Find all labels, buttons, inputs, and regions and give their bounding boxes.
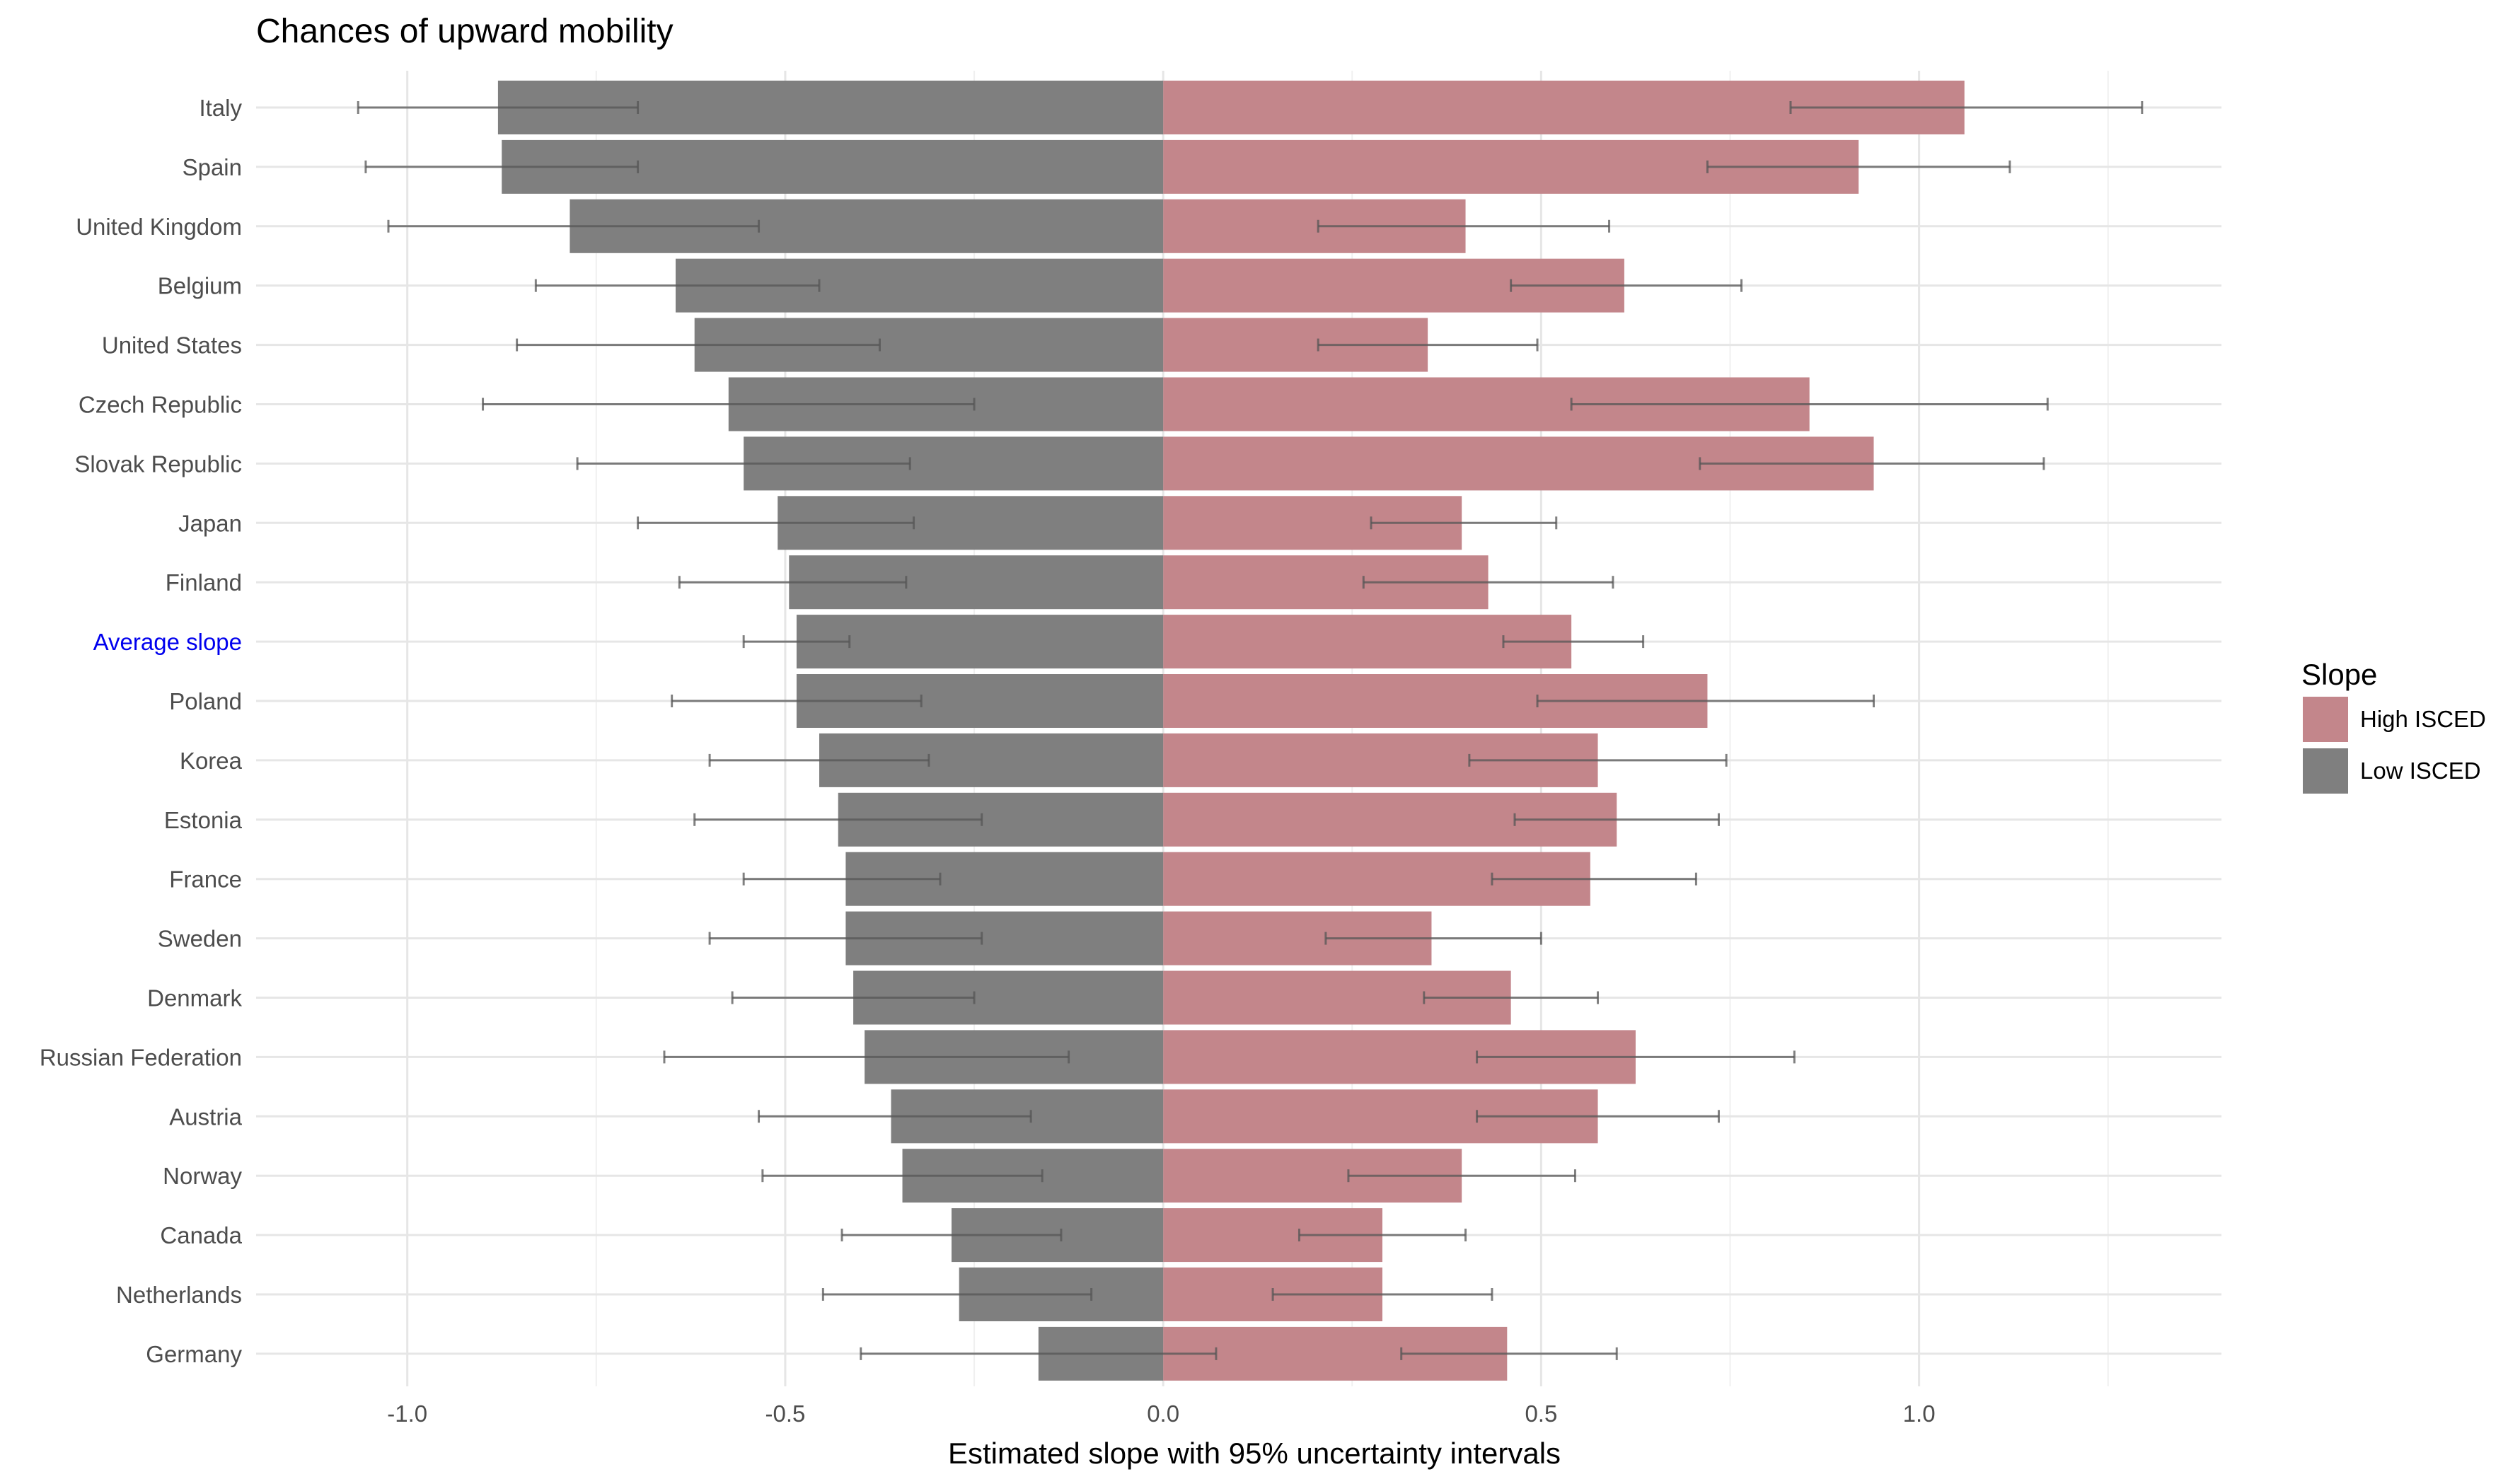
legend-title: Slope [2301,658,2377,691]
category-label-average-slope: Average slope [93,629,242,655]
error-bar-high-isced-united-kingdom [1317,219,1611,233]
error-bar-high-isced-denmark [1423,991,1600,1004]
error-bar-low-isced-belgium [534,279,821,292]
category-label-slovak-republic: Slovak Republic [74,451,242,477]
x-tick-label: -1.0 [387,1400,427,1427]
x-tick-labels: -1.0 -0.5 0.0 0.5 1.0 [387,1400,1935,1427]
category-labels: Italy Spain United Kingdom Belgium United St… [40,95,243,1367]
x-tick-label: 0.0 [1147,1400,1179,1427]
error-bar-high-isced-united-states [1317,338,1539,352]
error-bar-high-isced-sweden [1324,932,1542,945]
bars [497,81,1965,1381]
error-bar-low-isced-norway [761,1169,1044,1183]
error-bar-high-isced-canada [1297,1229,1467,1242]
error-bar-low-isced-russian-federation [663,1050,1070,1064]
category-label-estonia: Estonia [164,807,243,833]
category-label-korea: Korea [180,748,243,774]
category-label-italy: Italy [199,95,242,121]
x-tick-label: -0.5 [765,1400,805,1427]
category-label-russian-federation: Russian Federation [40,1044,242,1070]
error-bar-high-isced-norway [1347,1169,1576,1183]
category-label-belgium: Belgium [158,273,242,299]
error-bar-high-isced-germany [1400,1347,1618,1360]
category-label-norway: Norway [163,1163,242,1189]
category-label-finland: Finland [166,569,242,596]
category-label-austria: Austria [169,1103,242,1130]
category-label-denmark: Denmark [147,985,242,1011]
error-bar-low-isced-estonia [693,813,983,826]
error-bar-low-isced-italy [357,101,640,114]
error-bar-high-isced-austria [1476,1110,1720,1123]
error-bar-high-isced-belgium [1510,279,1743,292]
category-label-netherlands: Netherlands [116,1282,242,1308]
error-bar-high-isced-france [1491,872,1697,886]
legend-key-low-isced [2303,748,2348,794]
error-bar-high-isced-italy [1789,101,2144,114]
error-bar-high-isced-czech-republic [1570,398,2049,411]
error-bar-low-isced-czech-republic [482,398,976,411]
x-tick-label: 0.5 [1525,1400,1557,1427]
category-label-poland: Poland [169,688,242,714]
error-bar-low-isced-japan [637,516,915,530]
error-bar-low-isced-netherlands [821,1288,1093,1301]
error-bar-low-isced-austria [758,1110,1032,1123]
error-bar-high-isced-finland [1362,576,1614,589]
error-bar-low-isced-spain [364,160,640,173]
error-bar-low-isced-united-kingdom [387,219,761,233]
error-bar-low-isced-average-slope [742,635,851,649]
category-label-spain: Spain [183,154,242,180]
error-bar-high-isced-korea [1468,753,1728,767]
category-label-japan: Japan [178,510,242,536]
category-label-united-kingdom: United Kingdom [76,214,242,240]
error-bar-low-isced-germany [860,1347,1218,1360]
legend-label-low-isced: Low ISCED [2360,758,2481,784]
error-bars [357,101,2144,1360]
error-bar-low-isced-slovak-republic [576,457,911,470]
error-bar-high-isced-estonia [1513,813,1720,826]
chart-title: Chances of upward mobility [256,13,674,50]
error-bar-high-isced-russian-federation [1476,1050,1796,1064]
legend-label-high-isced: High ISCED [2360,706,2486,732]
x-tick-label: 1.0 [1903,1400,1936,1427]
category-label-france: France [169,866,242,893]
category-label-canada: Canada [160,1222,242,1248]
category-label-germany: Germany [146,1341,242,1367]
error-bar-low-isced-sweden [708,932,983,945]
legend-key-high-isced [2303,697,2348,742]
error-bar-low-isced-korea [708,753,930,767]
error-bar-high-isced-japan [1370,516,1558,530]
bar-low-isced-average-slope [796,615,1164,669]
category-label-united-states: United States [102,332,242,359]
error-bar-low-isced-poland [671,695,923,707]
error-bar-high-isced-spain [1706,160,2011,173]
error-bar-high-isced-average-slope [1502,635,1645,649]
legend: Slope High ISCED Low ISCED [2301,658,2486,794]
error-bar-low-isced-france [742,872,942,886]
category-label-czech-republic: Czech Republic [79,392,242,418]
error-bar-high-isced-poland [1536,695,1875,707]
error-bar-low-isced-finland [678,576,908,589]
x-axis-label: Estimated slope with 95% uncertainty int… [948,1437,1561,1470]
error-bar-low-isced-denmark [731,991,976,1004]
error-bar-low-isced-canada [840,1229,1063,1242]
error-bar-high-isced-netherlands [1271,1288,1493,1301]
error-bar-low-isced-united-states [516,338,881,352]
error-bar-high-isced-slovak-republic [1699,457,2045,470]
category-label-sweden: Sweden [158,926,242,952]
